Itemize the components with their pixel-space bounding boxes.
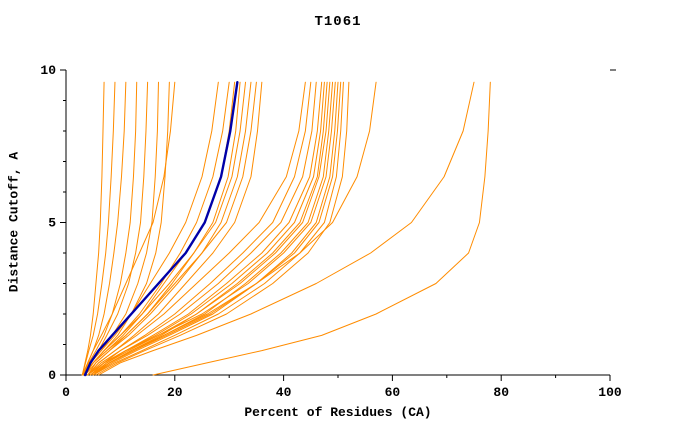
x-tick-label: 100: [598, 385, 622, 400]
consensus-curve: [83, 80, 239, 377]
plot-title: T1061: [314, 14, 362, 30]
x-axis-label: Percent of Residues (CA): [244, 405, 432, 420]
model-curve: [92, 81, 377, 376]
model-curve: [87, 81, 336, 376]
model-curve: [92, 81, 344, 376]
model-curve: [152, 81, 491, 376]
model-curve: [81, 81, 138, 376]
model-curve: [81, 81, 247, 376]
model-curve: [98, 81, 475, 376]
model-curve: [81, 81, 219, 376]
model-curve: [81, 81, 105, 376]
x-tick-label: 60: [385, 385, 401, 400]
x-tick-label: 40: [276, 385, 292, 400]
model-curve: [95, 81, 350, 376]
model-curve: [81, 81, 257, 376]
model-curve: [87, 81, 317, 376]
y-tick-label: 10: [40, 63, 56, 78]
model-curve: [82, 81, 127, 376]
model-curve: [84, 81, 252, 376]
y-tick-label: 5: [48, 216, 56, 231]
model-curve: [81, 81, 116, 376]
x-tick-label: 80: [493, 385, 509, 400]
model-curve: [89, 81, 331, 376]
model-curve: [87, 81, 306, 376]
model-curve: [92, 81, 328, 376]
x-tick-label: 20: [167, 385, 183, 400]
model-curve: [81, 81, 176, 376]
x-tick-label: 0: [62, 385, 70, 400]
y-tick-label: 0: [48, 368, 56, 383]
